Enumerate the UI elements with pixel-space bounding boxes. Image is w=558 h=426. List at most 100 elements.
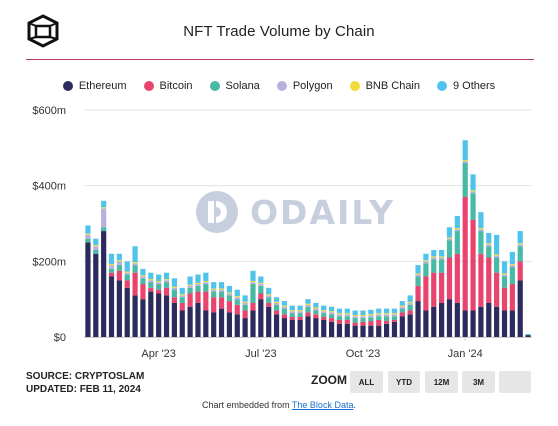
- bar-segment-solana: [211, 291, 217, 298]
- bar-segment-solana: [352, 318, 358, 323]
- bar-segment-solana: [313, 310, 319, 315]
- legend-item-bnb-chain[interactable]: BNB Chain: [349, 80, 420, 92]
- bar-segment-polygon: [179, 295, 185, 298]
- bar-segment-bnb-chain: [266, 294, 272, 296]
- bar-segment-solana: [148, 282, 154, 288]
- bar-segment-bnb-chain: [494, 254, 500, 256]
- bar-segment-solana: [289, 313, 295, 317]
- the-block-data-link[interactable]: The Block Data: [291, 400, 354, 410]
- bar-segment-solana: [384, 316, 390, 321]
- bar-segment-ethereum: [509, 310, 515, 337]
- bar-segment-bitcoin: [376, 319, 382, 326]
- bar-segment-9-others: [352, 310, 358, 316]
- bar-segment-bnb-chain: [384, 313, 390, 315]
- bar-segment-bitcoin: [124, 280, 130, 288]
- legend-item-solana[interactable]: Solana: [209, 80, 260, 92]
- bar-segment-solana: [486, 246, 492, 258]
- bar-segment-9-others: [368, 309, 374, 315]
- bar-segment-bitcoin: [250, 302, 256, 311]
- bar-segment-9-others: [195, 274, 201, 283]
- bar-segment-bitcoin: [446, 257, 453, 300]
- bar-segment-polygon: [242, 302, 248, 305]
- bar-segment-bnb-chain: [470, 190, 476, 192]
- bar-segment-solana: [226, 295, 232, 302]
- bar-segment-bnb-chain: [101, 207, 107, 209]
- bar-segment-9-others: [344, 308, 350, 314]
- bar-segment-solana: [462, 162, 468, 198]
- bar-segment-9-others: [517, 231, 523, 244]
- zoom-custom-button[interactable]: [499, 371, 531, 393]
- bar-segment-ethereum: [446, 299, 453, 337]
- bar-segment-bnb-chain: [218, 288, 225, 290]
- bar-segment-ethereum: [289, 319, 295, 337]
- bar-segment-bnb-chain: [281, 305, 288, 307]
- x-tick-label: Apr '23: [141, 348, 176, 360]
- the-block-logo: [27, 14, 59, 48]
- bar-segment-solana: [187, 287, 193, 294]
- bar-segment-ethereum: [415, 301, 421, 337]
- bar-segment-ethereum: [384, 323, 390, 337]
- bar-segment-9-others: [360, 310, 366, 316]
- bar-segment-ethereum: [140, 299, 146, 337]
- bar-segment-bitcoin: [478, 253, 484, 307]
- legend-item-ethereum[interactable]: Ethereum: [62, 80, 127, 92]
- bar-segment-bnb-chain: [305, 303, 311, 305]
- bar-segment-bnb-chain: [93, 245, 99, 247]
- bar-segment-bnb-chain: [478, 228, 484, 230]
- bar-segment-ethereum: [273, 314, 280, 337]
- bar-segment-bitcoin: [313, 314, 319, 319]
- bar-segment-9-others: [494, 234, 500, 255]
- bar-segment-solana: [439, 259, 445, 273]
- bar-segment-bitcoin: [439, 272, 445, 303]
- bar-segment-bitcoin: [108, 272, 115, 277]
- bar-segment-bitcoin: [384, 320, 390, 324]
- bar-segment-solana: [336, 316, 343, 320]
- bar-segment-bnb-chain: [203, 281, 209, 283]
- bar-segment-ethereum: [352, 325, 358, 337]
- bar-segment-bitcoin: [360, 321, 366, 326]
- bar-segment-bnb-chain: [439, 256, 445, 258]
- bar-segment-polygon: [478, 229, 484, 232]
- legend-item-bitcoin[interactable]: Bitcoin: [143, 80, 193, 92]
- title-divider: [26, 59, 534, 60]
- bar-segment-polygon: [517, 244, 523, 247]
- bar-segment-polygon: [234, 297, 240, 300]
- x-tick-label: Jan '24: [448, 348, 483, 360]
- zoom-12m-button[interactable]: 12M: [425, 371, 458, 393]
- bar-segment-9-others: [423, 253, 429, 261]
- zoom-3m-button[interactable]: 3M: [462, 371, 495, 393]
- bar-segment-polygon: [321, 311, 327, 314]
- bar-segment-ethereum: [399, 316, 405, 337]
- bar-segment-ethereum: [360, 325, 366, 337]
- bar-segment-ethereum: [195, 302, 201, 337]
- bar-segment-bitcoin: [234, 304, 240, 315]
- bar-segment-bitcoin: [258, 293, 264, 300]
- zoom-ytd-button[interactable]: YTD: [388, 371, 420, 393]
- bar-segment-solana: [108, 268, 115, 273]
- bar-segment-bitcoin: [336, 319, 343, 324]
- bar-segment-polygon: [195, 284, 201, 286]
- bar-segment-bitcoin: [407, 310, 413, 315]
- bar-segment-bitcoin: [163, 287, 170, 296]
- bar-segment-bnb-chain: [462, 159, 468, 162]
- bar-segment-ethereum: [313, 318, 319, 337]
- bar-segment-polygon: [156, 282, 162, 285]
- bar-segment-bitcoin: [211, 297, 217, 313]
- bar-segment-solana: [195, 285, 201, 292]
- bar-segment-9-others: [124, 261, 130, 272]
- bar-segment-solana: [218, 291, 225, 298]
- bar-segment-solana: [305, 306, 311, 313]
- bar-segment-bnb-chain: [344, 313, 350, 315]
- bar-segment-polygon: [399, 306, 405, 309]
- bar-segment-solana: [273, 304, 280, 311]
- bar-segment-ethereum: [108, 276, 115, 337]
- bar-segment-9-others: [132, 246, 138, 263]
- bar-segment-9-others: [313, 302, 319, 308]
- bar-segment-solana: [368, 317, 374, 322]
- legend-item-9-others[interactable]: 9 Others: [437, 80, 495, 92]
- bar-segment-polygon: [163, 280, 170, 283]
- bar-segment-polygon: [187, 285, 193, 288]
- bar-segment-bnb-chain: [407, 301, 413, 303]
- zoom-all-button[interactable]: ALL: [350, 371, 383, 393]
- legend-item-polygon[interactable]: Polygon: [276, 80, 333, 92]
